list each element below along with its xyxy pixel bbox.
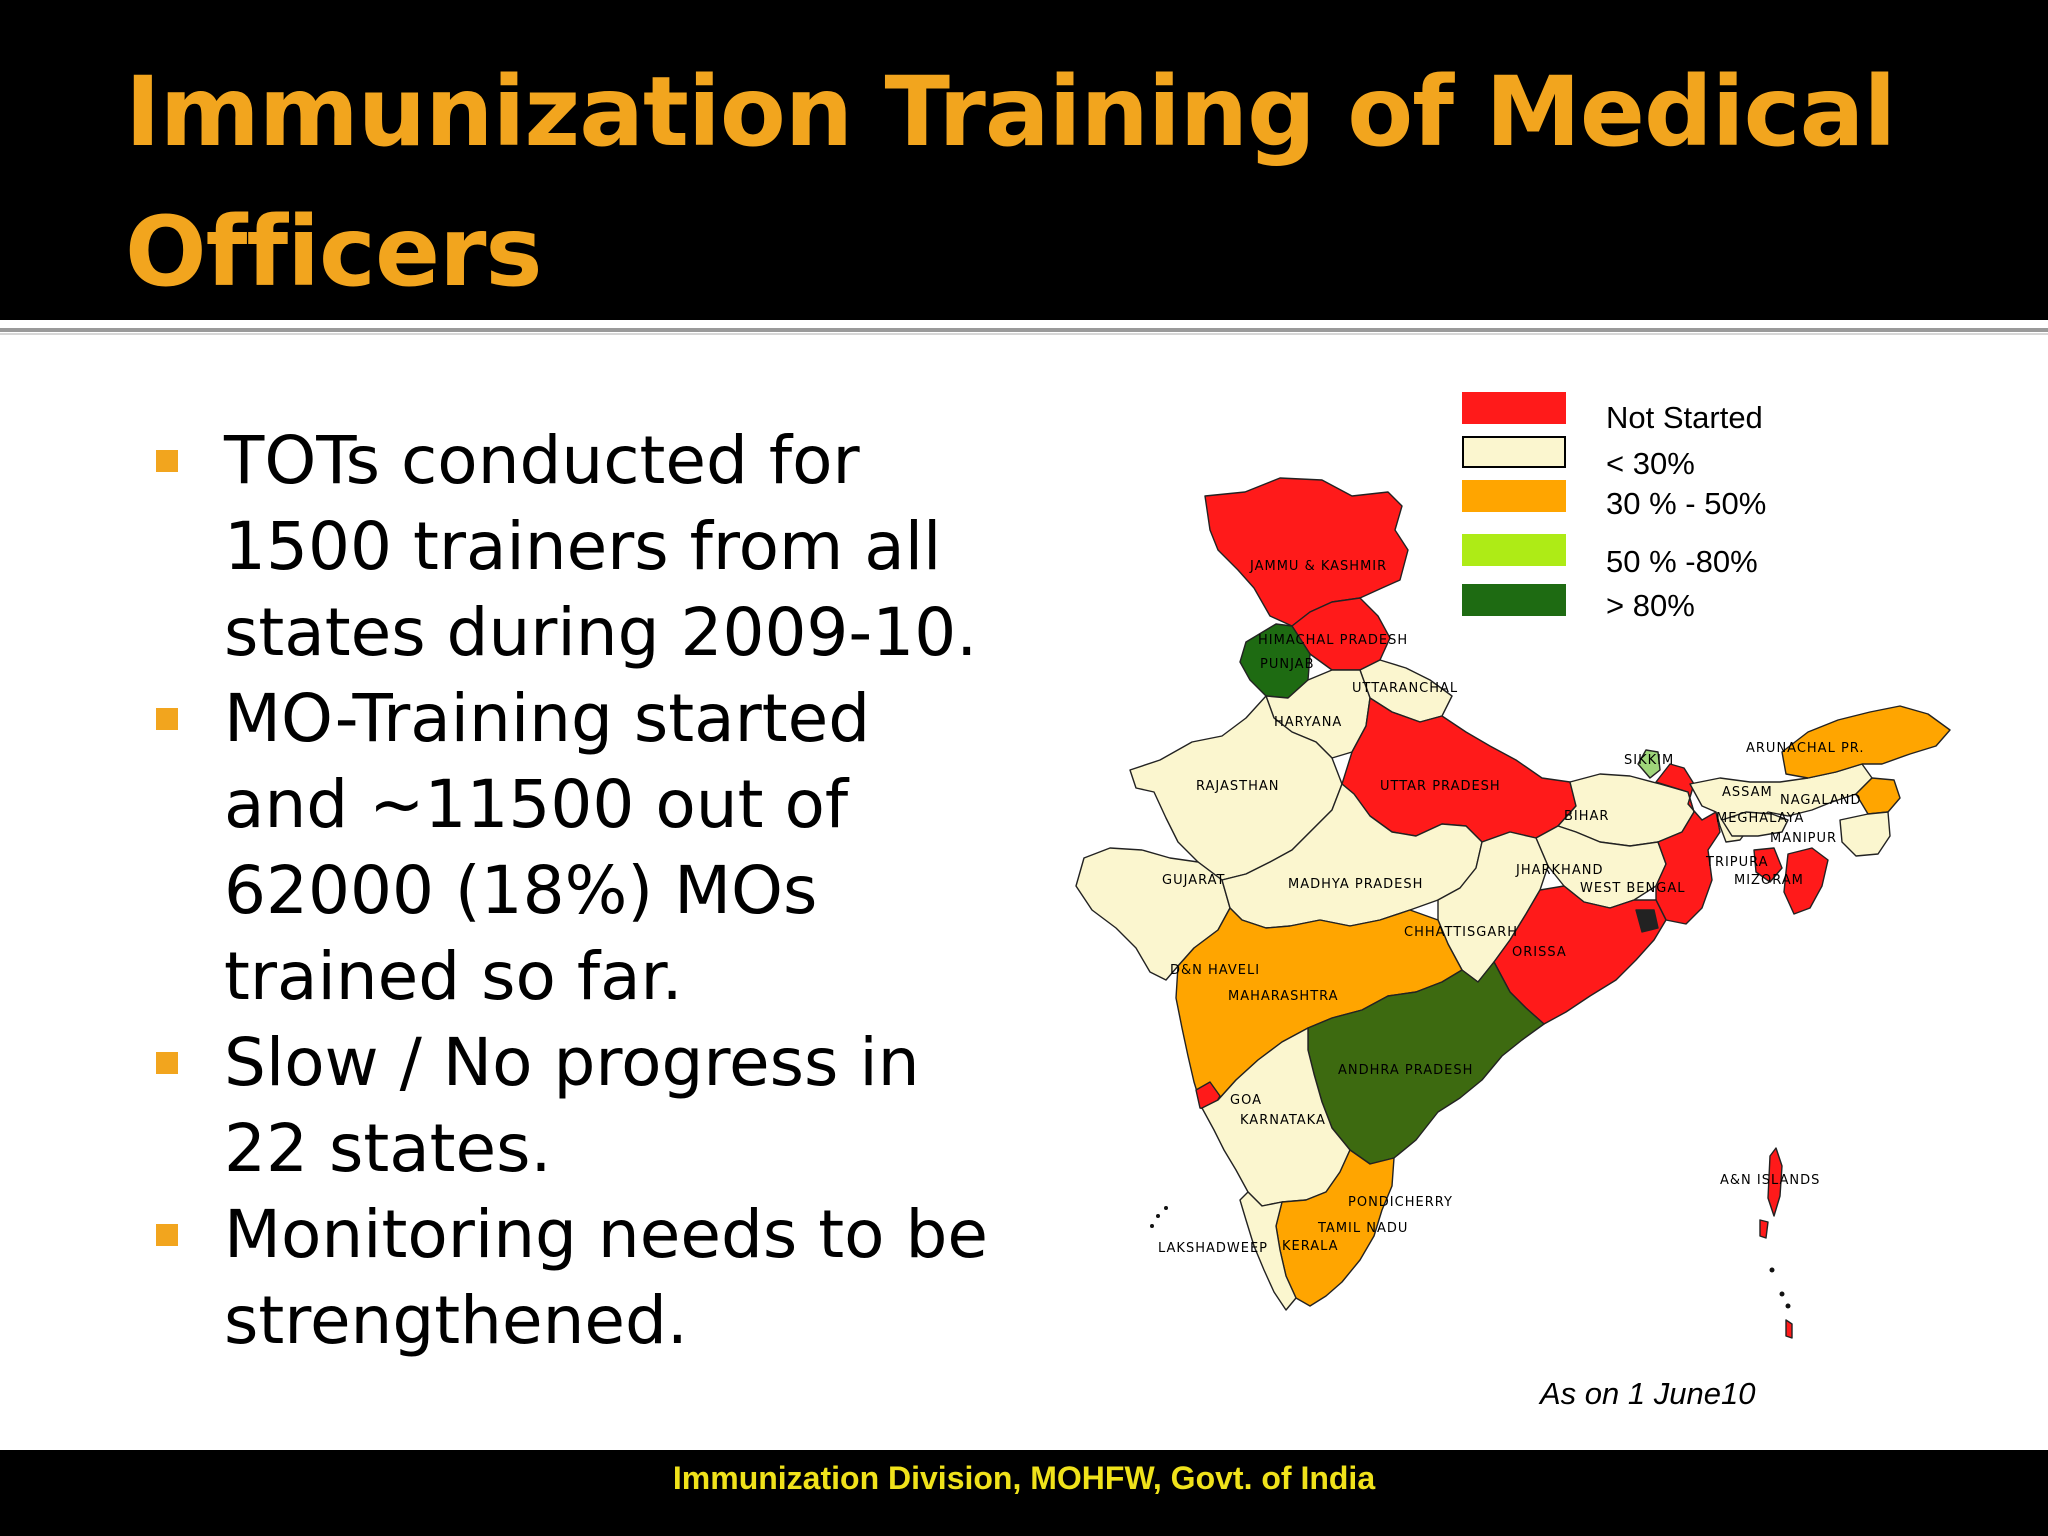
footer-text: Immunization Division, MOHFW, Govt. of I…: [672, 1460, 1376, 1496]
label-west-bengal: WEST BENGAL: [1580, 881, 1685, 896]
label-himachal-pradesh: HIMACHAL PRADESH: [1258, 633, 1408, 648]
label-karnataka: KARNATAKA: [1240, 1113, 1326, 1128]
india-map: JAMMU & KASHMIR HIMACHAL PRADESH PUNJAB …: [1070, 380, 2010, 1400]
legend-label: Not Started: [1606, 400, 1763, 435]
bullet-text: TOTs conducted for 1500 trainers from al…: [224, 422, 978, 671]
island-dots: [1150, 1206, 1791, 1309]
state-west-bengal: [1655, 763, 1721, 925]
label-jharkhand: JHARKHAND: [1515, 863, 1603, 878]
legend-swatch-lt30: [1462, 436, 1566, 468]
legend-swatch-50-80: [1462, 534, 1566, 566]
bullet-text: MO-Training started and ~11500 out of 62…: [224, 680, 871, 1015]
island-dot: [1779, 1291, 1785, 1297]
label-arunachal: ARUNACHAL PR.: [1746, 741, 1865, 756]
state-an-islands: [1767, 1147, 1783, 1217]
title-bar: [0, 0, 2048, 320]
label-assam: ASSAM: [1722, 785, 1773, 800]
bullet-list: TOTs conducted for 1500 trainers from al…: [150, 418, 1010, 1364]
state-manipur: [1839, 811, 1891, 857]
island-dot: [1156, 1214, 1160, 1218]
india-map-svg: JAMMU & KASHMIR HIMACHAL PRADESH PUNJAB …: [1075, 477, 1951, 1339]
label-tamil-nadu: TAMIL NADU: [1317, 1221, 1408, 1236]
slide-title: Immunization Training of Medical Officer…: [125, 56, 1896, 308]
label-nagaland: NAGALAND: [1780, 793, 1862, 808]
state-an-islands-south: [1759, 1219, 1769, 1239]
bullet-item: MO-Training started and ~11500 out of 62…: [150, 676, 1010, 1020]
legend-label: < 30%: [1606, 446, 1695, 481]
label-chhattisgarh: CHHATTISGARH: [1404, 925, 1518, 940]
label-bihar: BIHAR: [1564, 809, 1609, 824]
label-jammu-kashmir: JAMMU & KASHMIR: [1249, 559, 1387, 574]
label-kerala: KERALA: [1282, 1239, 1339, 1254]
label-pondicherry: PONDICHERRY: [1348, 1195, 1453, 1210]
bullet-text: Slow / No progress in 22 states.: [224, 1024, 920, 1187]
label-uttar-pradesh: UTTAR PRADESH: [1380, 779, 1501, 794]
state-sikkim: [1637, 749, 1661, 779]
label-lakshadweep: LAKSHADWEEP: [1158, 1241, 1268, 1256]
map-dark-patch: [1635, 909, 1659, 933]
label-sikkim: SIKKIM: [1624, 753, 1674, 768]
bullet-square-icon: [156, 1224, 178, 1246]
state-himachal-pradesh: [1291, 597, 1391, 671]
state-jammu-kashmir: [1204, 477, 1409, 627]
label-meghalaya: MEGHALAYA: [1716, 811, 1804, 826]
map-legend: Not Started < 30% 30 % - 50% 50 % -80% >…: [1462, 388, 1822, 628]
legend-label: 50 % -80%: [1606, 544, 1758, 579]
island-dot: [1150, 1224, 1154, 1228]
label-maharashtra: MAHARASHTRA: [1228, 989, 1339, 1004]
island-dot: [1164, 1206, 1168, 1210]
bullet-square-icon: [156, 1052, 178, 1074]
legend-swatch-30-50: [1462, 480, 1566, 512]
label-dn-haveli: D&N HAVELI: [1170, 963, 1260, 978]
title-divider-shadow: [0, 333, 2048, 335]
label-manipur: MANIPUR: [1770, 831, 1837, 846]
bullet-text: Monitoring needs to be strengthened.: [224, 1196, 988, 1359]
title-divider-line: [0, 328, 2048, 332]
state-mizoram: [1783, 847, 1829, 915]
bullet-square-icon: [156, 450, 178, 472]
legend-swatch-gt80: [1462, 584, 1566, 616]
label-gujarat: GUJARAT: [1162, 873, 1225, 888]
state-jharkhand: [1535, 825, 1667, 909]
label-haryana: HARYANA: [1274, 715, 1342, 730]
label-rajasthan: RAJASTHAN: [1196, 779, 1279, 794]
legend-swatch-not-started: [1462, 392, 1566, 424]
state-meghalaya: [1721, 811, 1789, 837]
footer-bar: [0, 1450, 2048, 1536]
bullet-item: Monitoring needs to be strengthened.: [150, 1192, 1010, 1364]
label-madhya-pradesh: MADHYA PRADESH: [1288, 877, 1423, 892]
island-dot: [1785, 1303, 1791, 1309]
bullet-item: TOTs conducted for 1500 trainers from al…: [150, 418, 1010, 676]
legend-label: > 80%: [1606, 588, 1695, 623]
island-dot: [1769, 1267, 1775, 1273]
state-arunachal-pradesh: [1781, 705, 1951, 779]
label-orissa: ORISSA: [1512, 945, 1567, 960]
state-an-islands-nicobar: [1785, 1319, 1793, 1339]
label-andhra-pradesh: ANDHRA PRADESH: [1338, 1063, 1473, 1078]
label-mizoram: MIZORAM: [1734, 873, 1804, 888]
label-tripura: TRIPURA: [1705, 855, 1769, 870]
label-goa: GOA: [1230, 1093, 1262, 1108]
as-on-date: As on 1 June10: [1540, 1376, 1756, 1411]
title-divider: [0, 320, 2048, 328]
label-punjab: PUNJAB: [1260, 657, 1315, 672]
label-an-islands: A&N ISLANDS: [1720, 1173, 1820, 1188]
legend-label: 30 % - 50%: [1606, 486, 1767, 521]
state-tripura: [1753, 847, 1783, 883]
bullet-item: Slow / No progress in 22 states.: [150, 1020, 1010, 1192]
label-uttaranchal: UTTARANCHAL: [1352, 681, 1458, 696]
bullet-square-icon: [156, 708, 178, 730]
state-kerala: [1239, 1191, 1297, 1311]
